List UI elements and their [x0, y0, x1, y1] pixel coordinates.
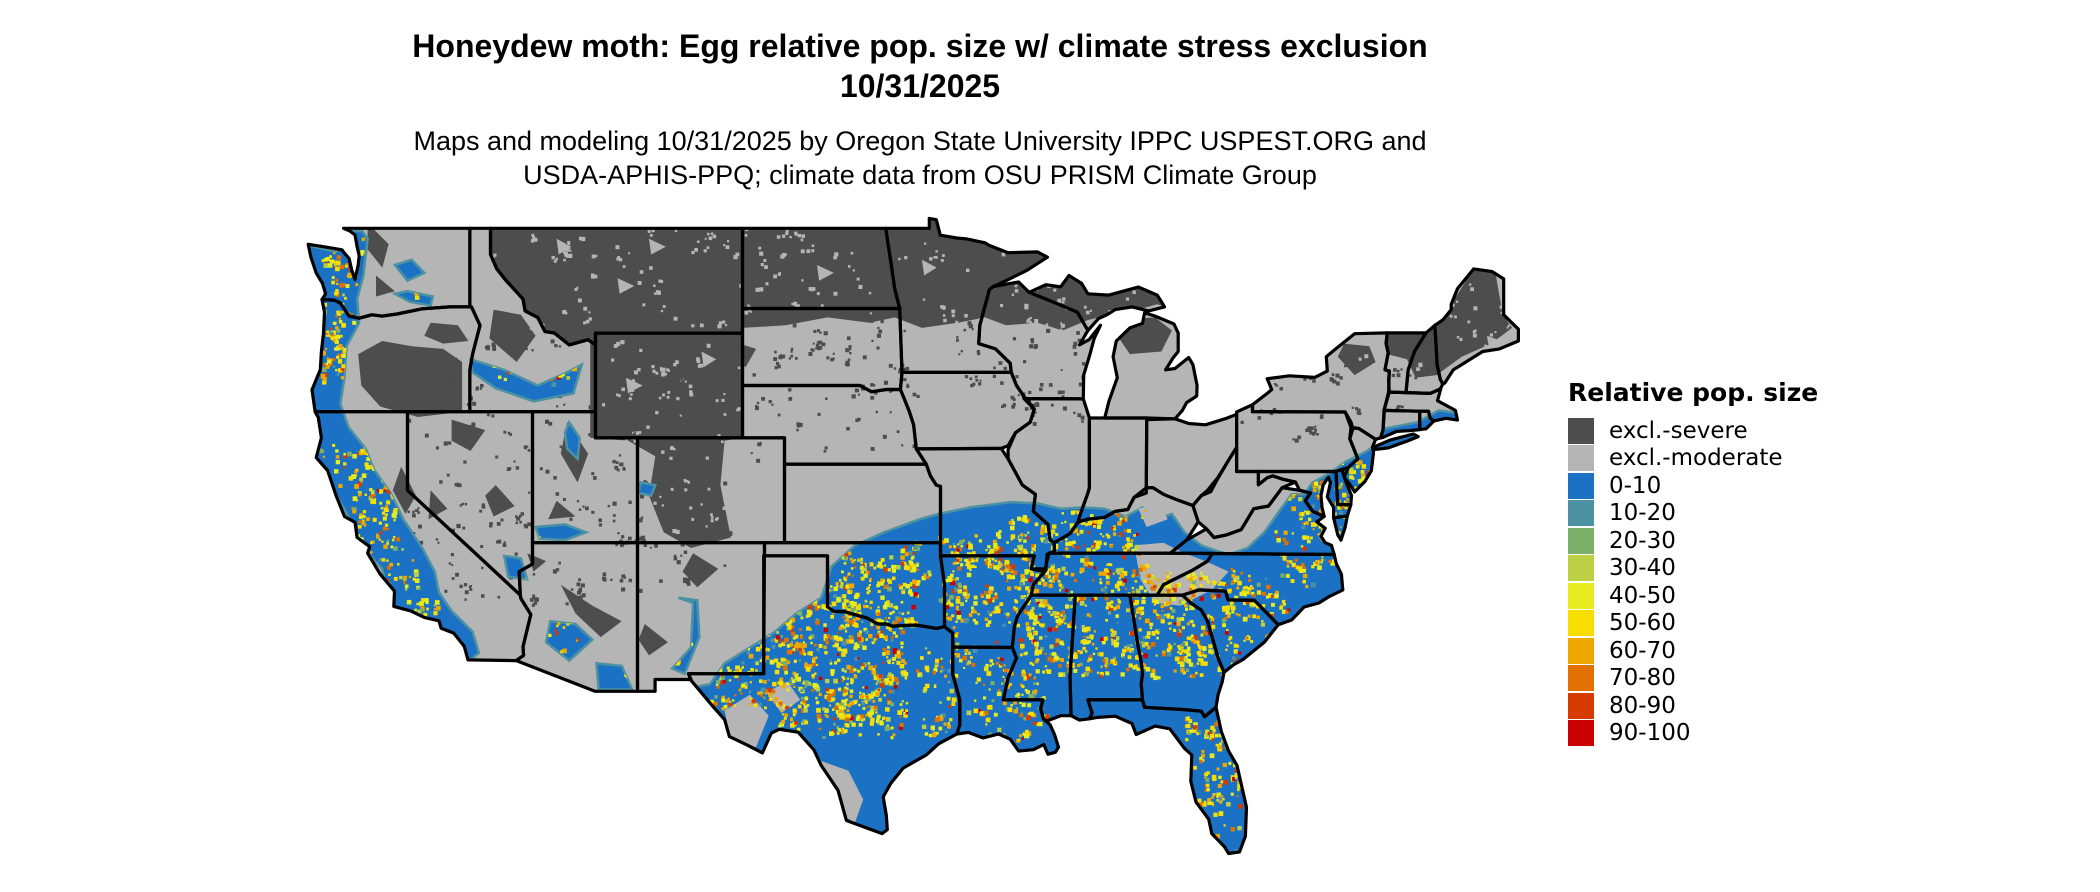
- legend-label: excl.-moderate: [1609, 445, 1783, 472]
- legend-item: 90-100: [1568, 720, 1988, 748]
- legend-item: 30-40: [1568, 555, 1988, 583]
- legend-label: 50-60: [1609, 610, 1676, 637]
- legend-item: 10-20: [1568, 500, 1988, 528]
- legend-label: 70-80: [1609, 665, 1676, 692]
- legend-item: 40-50: [1568, 582, 1988, 610]
- page-subtitle: Maps and modeling 10/31/2025 by Oregon S…: [0, 124, 1840, 192]
- legend-label: 30-40: [1609, 555, 1676, 582]
- legend-item: excl.-severe: [1568, 417, 1988, 445]
- legend-swatch: [1568, 582, 1594, 609]
- legend-label: 10-20: [1609, 500, 1676, 527]
- legend-swatch: [1568, 527, 1594, 554]
- legend-item: 20-30: [1568, 527, 1988, 555]
- legend-item: 60-70: [1568, 637, 1988, 665]
- subtitle-line1: Maps and modeling 10/31/2025 by Oregon S…: [413, 126, 1427, 156]
- legend-item: 70-80: [1568, 665, 1988, 693]
- legend-swatch: [1568, 472, 1594, 499]
- legend-swatch: [1568, 610, 1594, 637]
- legend-swatch: [1568, 500, 1594, 527]
- legend-swatch: [1568, 692, 1594, 719]
- legend-swatch: [1568, 665, 1594, 692]
- legend: Relative pop. size excl.-severe excl.-mod…: [1568, 378, 1988, 747]
- legend-title: Relative pop. size: [1568, 378, 1819, 407]
- legend-item: 0-10: [1568, 472, 1988, 500]
- subtitle-line2: USDA-APHIS-PPQ; climate data from OSU PR…: [523, 160, 1317, 190]
- legend-item: 80-90: [1568, 692, 1988, 720]
- legend-swatch: [1568, 555, 1594, 582]
- legend-label: 40-50: [1609, 582, 1676, 609]
- legend-label: 90-100: [1609, 720, 1691, 747]
- legend-item: excl.-moderate: [1568, 445, 1988, 473]
- legend-label: excl.-severe: [1609, 417, 1748, 444]
- legend-swatch: [1568, 720, 1594, 747]
- legend-swatch: [1568, 417, 1594, 444]
- legend-swatch: [1568, 445, 1594, 472]
- legend-item: 50-60: [1568, 610, 1988, 638]
- page-title: Honeydew moth: Egg relative pop. size w/…: [0, 26, 1840, 106]
- legend-items: excl.-severe excl.-moderate 0-10 10-20 20-30…: [1568, 417, 1988, 747]
- title-date: 10/31/2025: [839, 68, 1001, 104]
- legend-label: 0-10: [1609, 472, 1662, 499]
- legend-swatch: [1568, 637, 1594, 664]
- title-line1: Honeydew moth: Egg relative pop. size w/…: [412, 28, 1428, 64]
- legend-label: 20-30: [1609, 527, 1676, 554]
- us-choropleth-map: [292, 210, 1532, 882]
- legend-label: 60-70: [1609, 637, 1676, 664]
- legend-label: 80-90: [1609, 692, 1676, 719]
- us-map-svg: [306, 216, 1520, 856]
